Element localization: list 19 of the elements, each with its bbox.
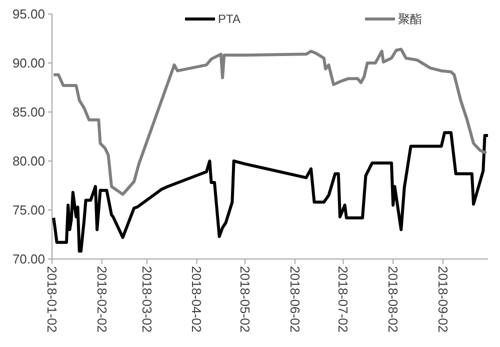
legend-label: 聚酯 bbox=[398, 12, 422, 26]
x-tick-label: 2018-08-02 bbox=[386, 266, 401, 332]
line-series bbox=[52, 131, 490, 253]
legend-label: PTA bbox=[218, 12, 240, 26]
x-tick-label: 2018-02-02 bbox=[94, 266, 110, 332]
y-tick-label: 70.00 bbox=[12, 252, 45, 267]
x-tick-label: 2018-09-02 bbox=[435, 266, 450, 332]
y-tick-label: 90.00 bbox=[12, 56, 45, 71]
x-tick-label: 2018-06-02 bbox=[287, 266, 302, 332]
y-tick-label: 85.00 bbox=[12, 104, 45, 120]
y-tick-label: 80.00 bbox=[12, 154, 45, 169]
x-tick-label: 2018-04-02 bbox=[189, 266, 204, 332]
x-tick-label: 2018-07-02 bbox=[336, 266, 351, 332]
y-tick-label: 75.00 bbox=[12, 202, 45, 218]
x-tick-label: 2018-01-02 bbox=[44, 266, 60, 332]
x-tick-label: 2018-05-02 bbox=[238, 266, 253, 332]
y-tick-label: 95.00 bbox=[12, 6, 45, 22]
line-series bbox=[52, 48, 488, 196]
x-tick-label: 2018-03-02 bbox=[139, 266, 154, 332]
